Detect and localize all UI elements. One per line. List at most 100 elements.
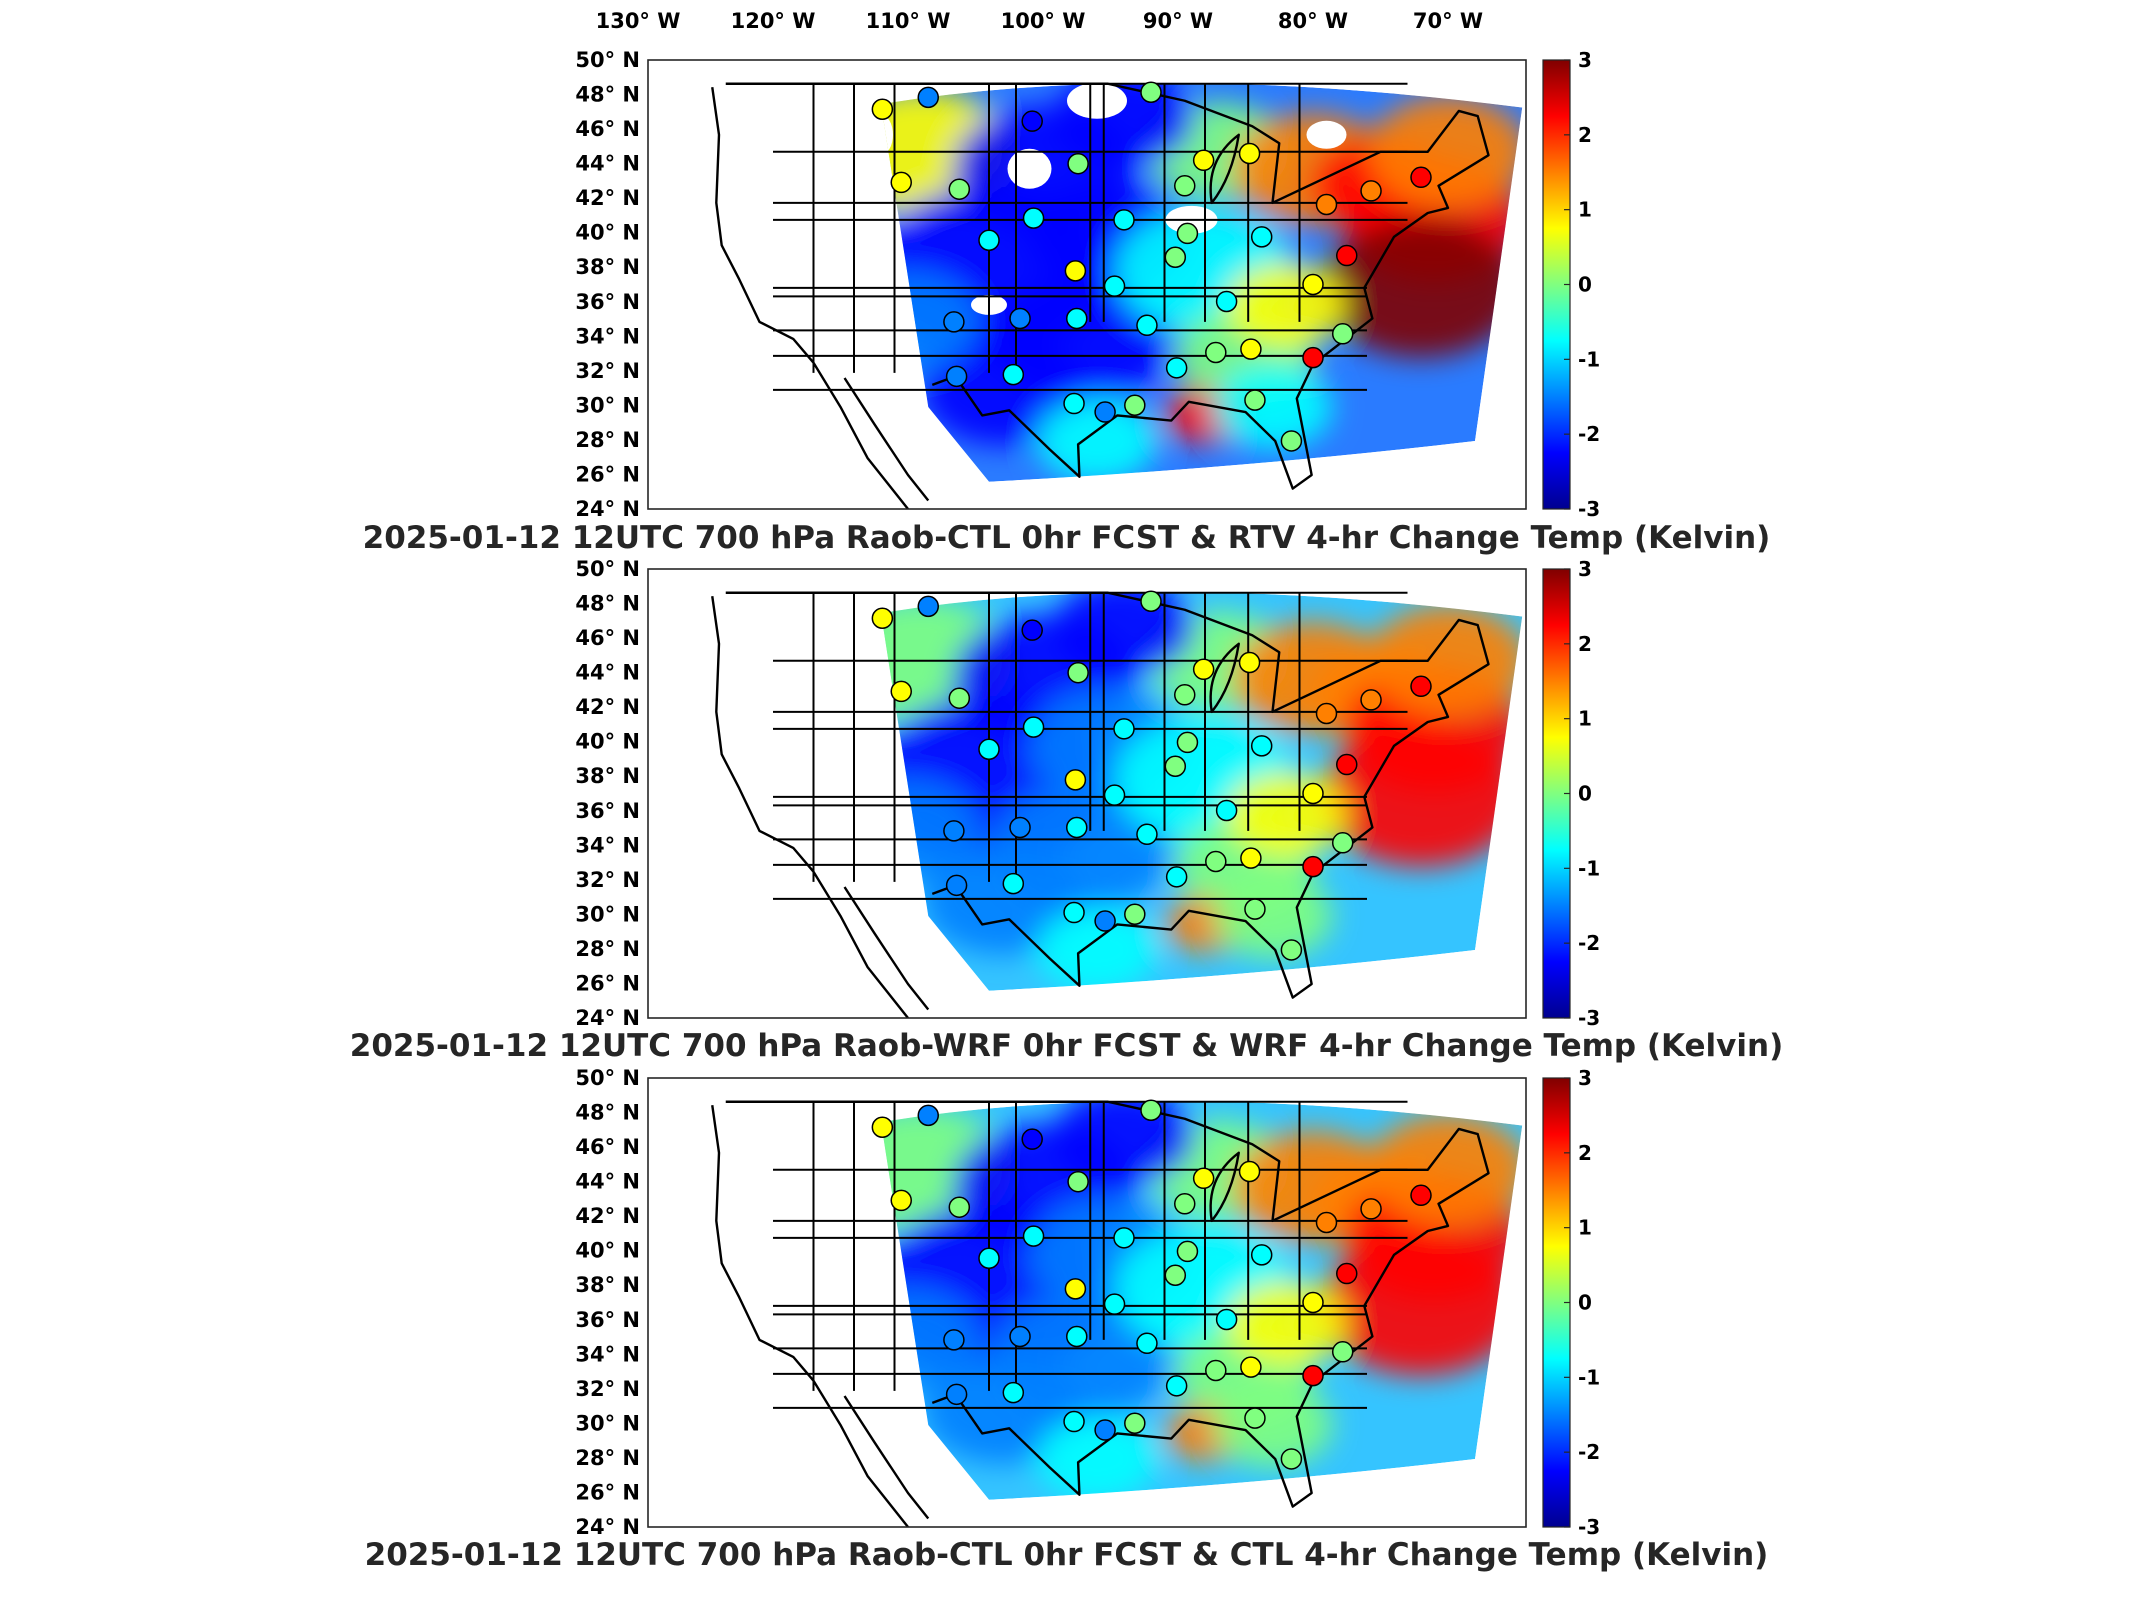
raob-station-marker xyxy=(1174,684,1196,706)
map-frame xyxy=(647,1077,1527,1528)
lat-tick-label: 42° N xyxy=(575,1204,640,1228)
raob-station-marker xyxy=(1250,735,1273,757)
raob-station-marker xyxy=(1176,1240,1199,1263)
map-panel-1: 50° N 48° N 46° N 44° N 42° N 40° N 38° N 36° N… xyxy=(575,48,1600,521)
gulf-of-california-coast xyxy=(843,886,930,1011)
lat-tick-label: 46° N xyxy=(575,626,640,650)
raob-station-marker xyxy=(1410,1184,1432,1207)
raob-station-marker xyxy=(1215,290,1238,313)
lat-tick-label: 30° N xyxy=(575,393,640,417)
lat-tick-label: 30° N xyxy=(575,1411,640,1435)
lat-tick-label: 46° N xyxy=(575,1135,640,1159)
raob-station-marker xyxy=(1280,939,1303,961)
raob-station-marker xyxy=(948,1196,971,1218)
lat-tick-label: 42° N xyxy=(575,186,640,210)
colorbar-tick-label: 0 xyxy=(1578,273,1592,297)
raob-station-marker xyxy=(1280,430,1303,452)
lat-tick-label: 50° N xyxy=(575,557,640,581)
lat-tick-label: 26° N xyxy=(575,1480,640,1504)
raob-station-marker xyxy=(1250,226,1273,248)
raob-station-marker xyxy=(1103,275,1126,297)
raob-station-marker xyxy=(1336,1262,1358,1285)
lat-tick-label: 44° N xyxy=(575,152,640,176)
raob-station-marker xyxy=(1240,1356,1262,1378)
west-coastline xyxy=(711,1104,909,1527)
raob-stations xyxy=(871,81,1432,452)
west-coastline xyxy=(711,86,909,509)
raob-station-marker xyxy=(1063,901,1085,924)
colorbar-tick-label: 1 xyxy=(1578,707,1592,731)
raob-station-marker xyxy=(1176,731,1199,754)
raob-station-marker xyxy=(1302,855,1324,878)
lake-michigan xyxy=(1209,133,1240,205)
lat-tick-label: 24° N xyxy=(575,1006,640,1030)
raob-station-marker xyxy=(1022,207,1045,229)
raob-station-marker xyxy=(1240,338,1262,360)
lat-tick-label: 30° N xyxy=(575,902,640,926)
raob-station-marker xyxy=(1022,716,1045,738)
map-frame xyxy=(647,59,1527,510)
raob-station-marker xyxy=(1140,1099,1162,1122)
raob-station-marker xyxy=(1002,872,1025,895)
colorbar-tick-label: -2 xyxy=(1578,931,1600,955)
raob-station-marker xyxy=(1021,110,1043,132)
lat-tick-label: 32° N xyxy=(575,1377,640,1401)
west-coastline xyxy=(711,595,909,1018)
raob-station-marker xyxy=(1067,1170,1089,1193)
raob-station-marker xyxy=(1176,222,1199,245)
colorbar-tick-label: -2 xyxy=(1578,422,1600,446)
lat-tick-label: 50° N xyxy=(575,1066,640,1090)
raob-station-marker xyxy=(1360,180,1382,202)
raob-station-marker xyxy=(1164,755,1187,777)
raob-station-marker xyxy=(1360,1198,1382,1220)
raob-station-marker xyxy=(978,229,1000,251)
raob-station-marker xyxy=(1240,847,1262,869)
colorbar-tick-label: 3 xyxy=(1578,48,1592,72)
raob-station-marker xyxy=(871,1116,894,1139)
raob-station-marker xyxy=(1205,1359,1227,1382)
raob-station-marker xyxy=(1067,152,1089,175)
map-frame xyxy=(647,568,1527,1019)
raob-station-marker xyxy=(1336,244,1358,267)
lon-tick-label: 90° W xyxy=(1143,9,1213,33)
lat-tick-label: 48° N xyxy=(575,1101,640,1125)
raob-station-marker xyxy=(943,311,965,333)
state-boundaries xyxy=(773,591,1408,900)
raob-station-marker xyxy=(917,595,939,618)
raob-station-marker xyxy=(1094,910,1116,932)
gulf-of-california-coast xyxy=(843,1395,930,1520)
raob-station-marker xyxy=(1165,357,1188,379)
lat-tick-label: 24° N xyxy=(575,497,640,521)
raob-station-marker xyxy=(871,607,894,630)
raob-station-marker xyxy=(1192,658,1215,681)
raob-station-marker xyxy=(1244,389,1266,411)
lat-tick-label: 28° N xyxy=(575,1446,640,1470)
raob-station-marker xyxy=(1103,784,1126,806)
lake-michigan xyxy=(1209,1151,1240,1223)
lon-tick-label: 70° W xyxy=(1413,9,1483,33)
lat-tick-label: 38° N xyxy=(575,764,640,788)
lat-tick-label: 44° N xyxy=(575,1170,640,1194)
lon-tick-label: 110° W xyxy=(866,9,951,33)
raob-station-marker xyxy=(978,1247,1000,1269)
lat-tick-label: 34° N xyxy=(575,1342,640,1366)
colorbar-tick-label: 2 xyxy=(1578,123,1592,147)
raob-station-marker xyxy=(1165,1375,1188,1397)
raob-station-marker xyxy=(1009,816,1031,839)
raob-station-marker xyxy=(1244,898,1266,920)
lat-tick-label: 42° N xyxy=(575,695,640,719)
colorbar-tick-label: 0 xyxy=(1578,1291,1592,1315)
colorbar-tick-label: -2 xyxy=(1578,1440,1600,1464)
lat-tick-label: 38° N xyxy=(575,255,640,279)
raob-station-marker xyxy=(1302,273,1324,296)
map-panel-2: 50° N 48° N 46° N 44° N 42° N 40° N 38° N 36° N… xyxy=(575,557,1600,1030)
lat-tick-label: 48° N xyxy=(575,83,640,107)
raob-station-marker xyxy=(1315,1211,1338,1234)
raob-station-marker xyxy=(1244,1407,1266,1429)
raob-station-marker xyxy=(1331,1341,1354,1363)
colorbar-tick-label: 2 xyxy=(1578,632,1592,656)
raob-station-marker xyxy=(1250,1244,1273,1266)
lat-tick-label: 36° N xyxy=(575,1308,640,1332)
raob-station-marker xyxy=(1067,661,1089,684)
